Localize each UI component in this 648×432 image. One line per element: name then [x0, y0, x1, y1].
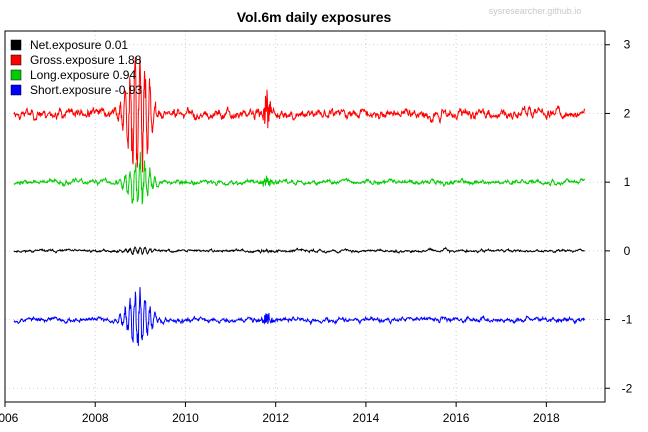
x-tick-label: 2012: [262, 411, 289, 425]
y-tick-label: 2: [624, 106, 631, 120]
y-tick-label: -2: [622, 381, 633, 395]
series-line: [13, 151, 586, 205]
x-tick-label: 2006: [0, 411, 19, 425]
legend-label: Short.exposure -0.93: [30, 83, 142, 97]
legend-swatch: [10, 84, 22, 96]
series-line: [13, 246, 585, 256]
series-line: [13, 287, 586, 346]
y-tick-label: 0: [624, 244, 631, 258]
x-tick-label: 2014: [353, 411, 380, 425]
legend-swatch: [10, 39, 22, 51]
y-tick-label: 1: [624, 175, 631, 189]
watermark: sysresearcher.github.io: [489, 6, 582, 16]
series-line: [13, 57, 586, 173]
x-tick-label: 2008: [82, 411, 109, 425]
legend-label: Net.exposure 0.01: [30, 38, 128, 52]
x-tick-label: 2018: [533, 411, 560, 425]
x-tick-label: 2010: [172, 411, 199, 425]
legend-swatch: [10, 54, 22, 66]
y-axis: 3 2 1 0 -1 -2: [605, 38, 633, 395]
y-tick-label: -1: [622, 313, 633, 327]
series-lines: [13, 57, 586, 346]
chart-title: Vol.6m daily exposures: [237, 9, 392, 25]
legend-label: Gross.exposure 1.88: [30, 53, 142, 67]
x-tick-label: 2016: [443, 411, 470, 425]
plot-frame: [4, 30, 606, 403]
y-tick-label: 3: [624, 38, 631, 52]
legend-swatch: [10, 69, 22, 81]
legend-label: Long.exposure 0.94: [30, 68, 136, 82]
x-axis: 2006 2008 2010 2012 2014 2016 2018: [0, 402, 560, 425]
